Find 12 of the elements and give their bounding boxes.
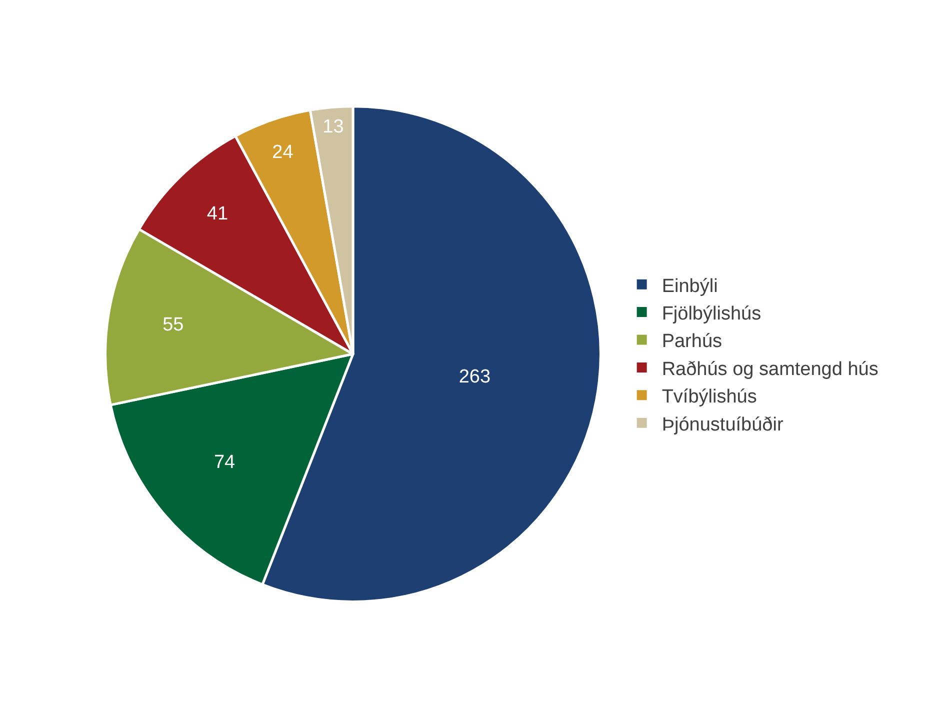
data-label: 263 — [458, 366, 491, 388]
data-label: 55 — [162, 314, 184, 336]
legend-label: Fjölbýlishús — [662, 303, 762, 324]
data-label: 41 — [206, 203, 228, 224]
legend-label: Tvíbýlishús — [662, 386, 757, 408]
legend-label: Þjónustuíbúðir — [662, 414, 784, 436]
data-label: 74 — [214, 452, 236, 473]
data-label: 24 — [272, 142, 294, 163]
legend-label: Raðhús og samtengd hús — [662, 358, 878, 380]
legend-label: Einbýli — [662, 276, 718, 297]
data-label: 13 — [322, 116, 344, 138]
legend-label: Parhús — [662, 331, 722, 352]
